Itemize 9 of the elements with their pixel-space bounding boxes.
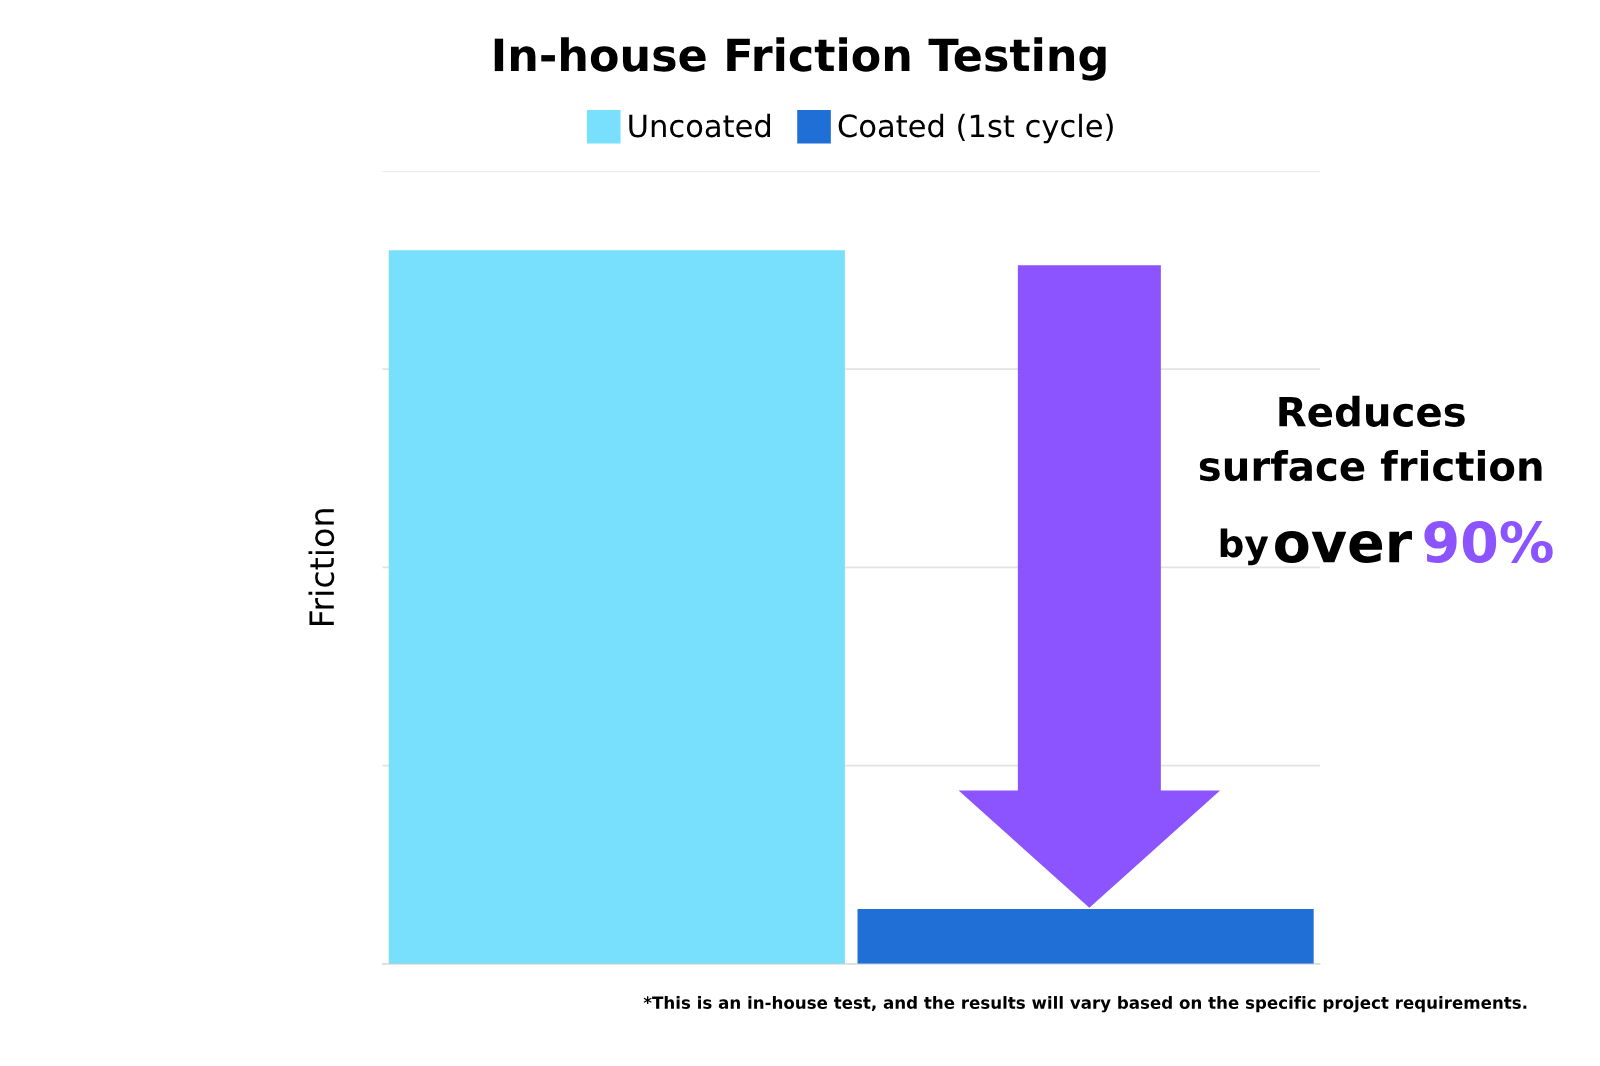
legend-label: Uncoated: [629, 113, 770, 138]
legend-label: Coated (1st cycle): [838, 113, 1113, 144]
annotation: by: [1220, 528, 1269, 566]
text: *This is an in-house test, and the results will vary based on the specific project requirements.: [643, 996, 1527, 1013]
y-axis-title: Friction: [308, 509, 335, 626]
chart-title: In-house Friction Testing: [494, 37, 1106, 81]
annotation: over: [1275, 531, 1412, 563]
annotation: Reduces surface friction: [1199, 395, 1542, 482]
text: 90%: [1424, 520, 1553, 563]
